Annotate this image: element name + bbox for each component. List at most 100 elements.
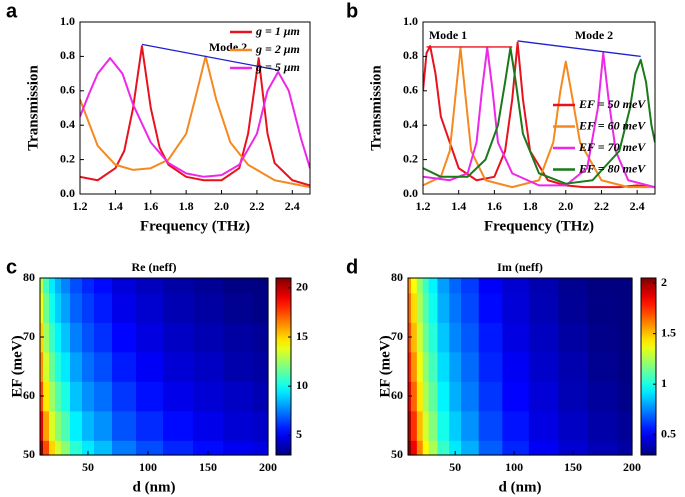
heat-cell xyxy=(193,322,224,353)
heat-cell xyxy=(528,278,559,294)
y-tick-label: 0.4 xyxy=(403,117,418,131)
heat-cell xyxy=(112,322,137,353)
heat-cell xyxy=(422,292,430,323)
heat-cell xyxy=(528,322,559,353)
heat-cell xyxy=(112,410,137,441)
heat-cell xyxy=(112,351,137,382)
heat-cell xyxy=(61,351,71,382)
heat-cell xyxy=(136,322,164,353)
x-tick-label: 2.2 xyxy=(594,199,609,213)
heat-cell xyxy=(449,381,462,412)
annotation-line xyxy=(141,43,279,71)
series-line xyxy=(423,46,655,189)
x-tick-label: 200 xyxy=(259,460,277,474)
heat-cell xyxy=(502,292,530,323)
heat-cell xyxy=(528,292,559,323)
x-axis-title: Frequency (THz) xyxy=(484,218,594,234)
x-axis-title: Frequency (THz) xyxy=(140,218,250,234)
y-tick-label: 0.2 xyxy=(60,151,75,165)
heat-cell xyxy=(61,410,71,441)
y-axis-title: Transmission xyxy=(25,65,41,151)
heat-cell xyxy=(136,381,164,412)
heat-cell xyxy=(82,322,95,353)
heat-cell xyxy=(70,278,83,294)
heat-cell xyxy=(40,292,44,323)
heat-cell xyxy=(528,410,559,441)
heat-cell xyxy=(449,322,462,353)
colorbar-tick-label: 10 xyxy=(296,378,308,392)
y-axis-title: EF (meV) xyxy=(9,335,25,397)
heat-cell xyxy=(587,351,618,382)
heat-cell xyxy=(587,278,618,294)
colorbar-tick-label: 1 xyxy=(661,376,667,390)
heat-cell xyxy=(49,292,56,323)
heat-cell xyxy=(478,278,503,294)
heat-cell xyxy=(82,351,95,382)
y-tick-label: 80 xyxy=(23,270,35,284)
heat-cell xyxy=(422,322,430,353)
x-tick-label: 1.4 xyxy=(108,199,123,213)
heat-cell xyxy=(408,351,412,382)
heat-cell xyxy=(558,322,589,353)
heat-cell xyxy=(478,410,503,441)
heat-cell xyxy=(408,440,412,456)
y-tick-label: 1.0 xyxy=(60,14,75,28)
heat-cell xyxy=(587,410,618,441)
y-tick-label: 60 xyxy=(391,388,403,402)
series-line xyxy=(80,57,310,178)
heat-cell xyxy=(408,410,412,441)
x-axis-title: d (nm) xyxy=(499,479,542,495)
heat-cell xyxy=(416,278,424,294)
axes-frame xyxy=(422,21,656,195)
heat-cell xyxy=(408,278,412,294)
heat-cell xyxy=(617,292,633,323)
y-tick-label: 0.2 xyxy=(403,151,418,165)
heat-cell xyxy=(193,278,224,294)
x-tick-label: 1.2 xyxy=(416,199,431,213)
x-tick-label: 100 xyxy=(139,460,157,474)
heat-cell xyxy=(94,292,113,323)
heat-cell xyxy=(422,440,430,456)
heat-cell xyxy=(55,351,62,382)
heat-cell xyxy=(437,410,450,441)
legend-label: EF = 70 meV xyxy=(578,140,646,154)
y-tick-label: 0.0 xyxy=(60,186,75,200)
y-tick-label: 60 xyxy=(23,388,35,402)
heat-cell xyxy=(617,322,633,353)
heat-cell xyxy=(55,410,62,441)
heat-cell xyxy=(253,351,269,382)
heat-cell xyxy=(94,381,113,412)
heat-cell xyxy=(40,351,44,382)
legend-label: g = 5 μm xyxy=(255,60,300,74)
heat-cell xyxy=(163,322,194,353)
heat-cell xyxy=(94,278,113,294)
heat-cell xyxy=(163,410,194,441)
heat-cell xyxy=(193,440,224,456)
heat-cell xyxy=(223,292,254,323)
heat-cell xyxy=(40,278,44,294)
heat-cell xyxy=(82,410,95,441)
heat-cell xyxy=(193,351,224,382)
heat-cell xyxy=(437,322,450,353)
heat-cell xyxy=(223,381,254,412)
heat-cell xyxy=(410,381,418,412)
heat-cell xyxy=(223,351,254,382)
heat-cell xyxy=(253,410,269,441)
heat-cell xyxy=(94,351,113,382)
y-tick-label: 70 xyxy=(23,329,35,343)
heat-cell xyxy=(253,292,269,323)
heat-cell xyxy=(61,292,71,323)
x-tick-label: 200 xyxy=(623,460,641,474)
panel-letter: c xyxy=(6,256,17,278)
heat-cell xyxy=(587,381,618,412)
heat-cell xyxy=(502,381,530,412)
legend-label: EF = 50 meV xyxy=(578,97,646,111)
heat-cell xyxy=(193,381,224,412)
heat-cell xyxy=(617,410,633,441)
heat-cell xyxy=(410,322,418,353)
heat-cell xyxy=(437,381,450,412)
heat-cell xyxy=(617,440,633,456)
heat-cell xyxy=(502,278,530,294)
heat-cell xyxy=(82,278,95,294)
